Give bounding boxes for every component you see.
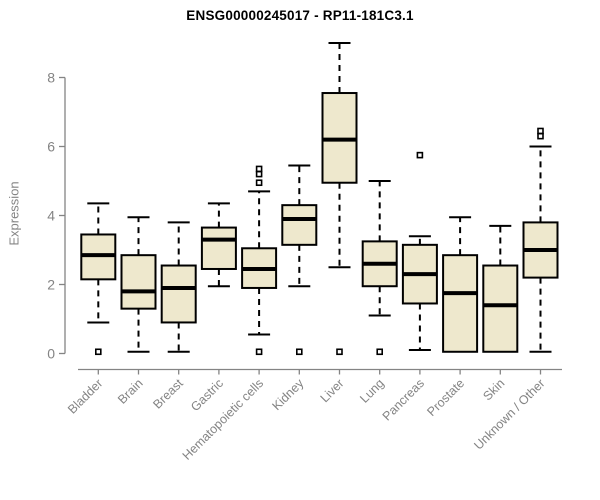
y-tick-label: 4 <box>47 208 55 224</box>
x-category-label: Prostate <box>424 376 467 419</box>
y-tick-label: 0 <box>47 346 55 362</box>
x-category-label: Pancreas <box>380 376 427 423</box>
x-category-label: Hematopoietic cells <box>180 376 267 463</box>
box-breast <box>160 264 197 324</box>
y-tick-label: 2 <box>47 277 55 293</box>
box-brain <box>120 254 157 310</box>
y-tick-label: 8 <box>47 70 55 86</box>
x-category-label: Skin <box>480 376 507 403</box>
outlier-point <box>537 132 544 140</box>
box-skin <box>482 264 519 353</box>
outlier-point <box>336 348 343 356</box>
x-category-label: Bladder <box>65 376 105 416</box>
y-tick-label: 6 <box>47 139 55 155</box>
box-kidney <box>281 204 318 246</box>
x-category-label: Lung <box>357 376 387 406</box>
outlier-point <box>255 170 263 178</box>
outlier-point <box>255 348 263 356</box>
outlier-point <box>255 179 263 187</box>
x-category-label: Unknown / Other <box>471 376 547 452</box>
x-category-label: Gastric <box>188 376 226 414</box>
outlier-point <box>295 348 303 356</box>
box-prostate <box>442 254 479 353</box>
box-gastric <box>200 226 237 270</box>
chart-title: ENSG00000245017 - RP11-181C3.1 <box>186 8 414 23</box>
outlier-point <box>376 348 384 356</box>
outlier-point <box>95 348 102 356</box>
x-category-label: Brain <box>115 376 146 407</box>
outlier-point <box>537 127 544 135</box>
x-category-label: Breast <box>150 376 186 412</box>
x-category-label: Kidney <box>269 376 306 413</box>
outlier-point <box>416 151 424 159</box>
outlier-point <box>255 165 263 173</box>
x-category-label: Liver <box>318 376 347 405</box>
